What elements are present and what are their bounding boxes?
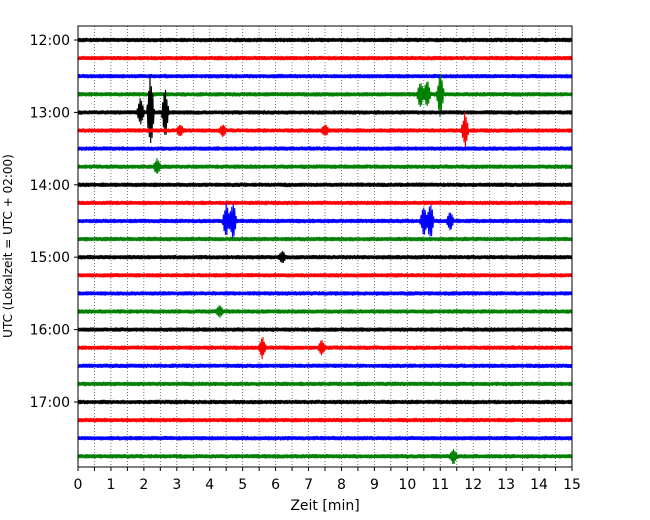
x-tick-label: 8 — [337, 477, 346, 493]
x-tick-label: 9 — [370, 477, 379, 493]
x-tick-label: 7 — [304, 477, 313, 493]
trace-line — [77, 381, 573, 387]
y-tick-label: 15:00 — [30, 250, 70, 266]
y-axis-label: UTC (Lokalzeit = UTC + 02:00) — [1, 154, 15, 338]
x-tick-label: 6 — [271, 477, 280, 493]
x-tick-label: 12 — [464, 477, 482, 493]
x-tick-label: 3 — [172, 477, 181, 493]
y-tick-label: 12:00 — [30, 33, 70, 49]
x-tick-label: 4 — [205, 477, 214, 493]
trace-line — [77, 202, 573, 240]
trace-line — [77, 146, 573, 151]
trace-line — [77, 73, 573, 79]
trace-line — [77, 448, 573, 465]
trace-line — [77, 250, 573, 264]
trace-line — [77, 182, 573, 188]
trace-line — [77, 272, 573, 278]
x-tick-label: 15 — [563, 477, 581, 493]
trace-line — [77, 305, 573, 318]
y-tick-label: 16:00 — [30, 323, 70, 339]
x-tick-label: 1 — [106, 477, 115, 493]
trace-group — [77, 37, 573, 465]
trace-line — [77, 112, 573, 149]
x-tick-label: 11 — [431, 477, 449, 493]
trace-line — [77, 435, 573, 441]
trace-line — [77, 363, 573, 369]
x-tick-label: 5 — [238, 477, 247, 493]
y-tick-label: 14:00 — [30, 178, 70, 194]
x-tick-label: 14 — [530, 477, 548, 493]
x-tick-label: 2 — [139, 477, 148, 493]
trace-line — [77, 158, 573, 174]
trace-line — [77, 200, 573, 206]
trace-line — [77, 236, 573, 242]
x-axis-label: Zeit [min] — [290, 498, 359, 514]
trace-line — [77, 327, 573, 332]
trace-line — [77, 336, 573, 360]
trace-line — [77, 37, 573, 43]
x-tick-label: 10 — [398, 477, 416, 493]
x-tick-label: 0 — [74, 477, 83, 493]
x-tick-label: 13 — [497, 477, 515, 493]
trace-line — [77, 291, 573, 296]
y-tick-label: 17:00 — [30, 395, 70, 411]
y-axis: 12:00 13:00 14:00 15:00 16:00 17:00 — [30, 33, 78, 411]
trace-line — [77, 399, 573, 405]
y-tick-label: 13:00 — [30, 105, 70, 121]
trace-line — [77, 73, 573, 118]
trace-line — [77, 75, 573, 144]
x-axis: 0 1 2 3 4 5 6 7 8 9 10 11 12 13 14 15 — [74, 467, 581, 493]
trace-line — [77, 417, 573, 423]
trace-line — [77, 55, 573, 61]
